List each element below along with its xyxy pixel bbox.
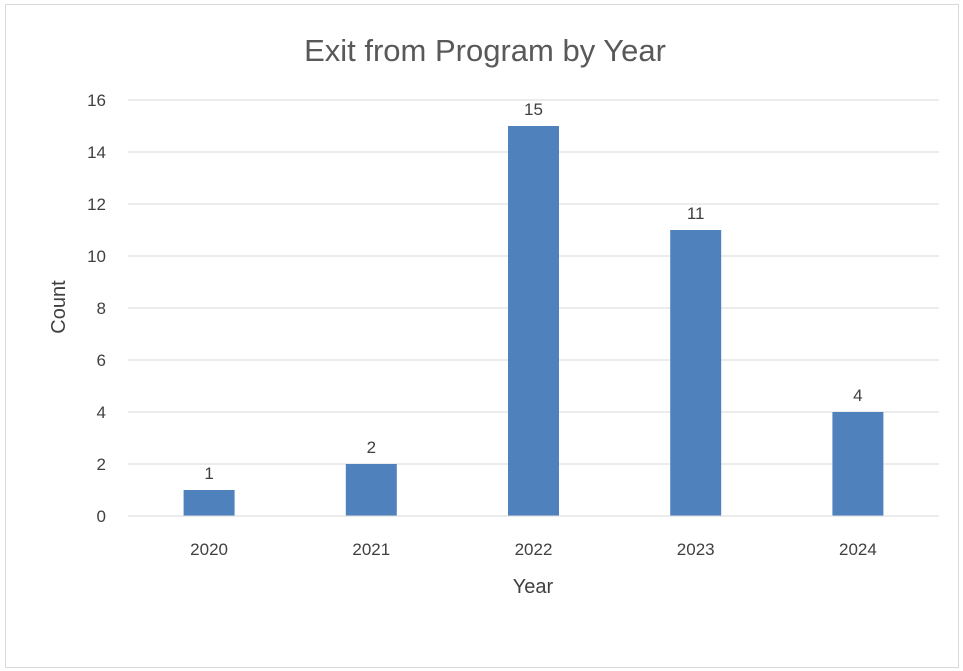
y-tick-label: 4 [97, 403, 106, 422]
chart-frame [5, 4, 959, 668]
x-axis-title: Year [513, 576, 554, 598]
bars [183, 126, 884, 516]
bar-2023 [670, 230, 722, 516]
y-tick-label: 12 [87, 195, 106, 214]
y-tick-label: 14 [87, 143, 106, 162]
data-label-2024: 4 [853, 386, 862, 405]
data-label-2022: 15 [524, 100, 543, 119]
bar-2024 [832, 412, 884, 516]
bar-2021 [345, 464, 397, 516]
data-labels: 1 2 15 11 4 [204, 100, 862, 483]
y-tick-label: 16 [87, 91, 106, 110]
y-tick-label: 0 [97, 507, 106, 526]
y-axis-tick-labels: 0 2 4 6 8 10 12 14 16 [87, 91, 106, 526]
data-label-2021: 2 [367, 438, 376, 457]
x-axis-tick-labels: 2020 2021 2022 2023 2024 [190, 540, 877, 559]
y-axis-title: Count [48, 280, 70, 334]
x-tick-label: 2021 [352, 540, 390, 559]
chart-title: Exit from Program by Year [304, 33, 666, 68]
bar-2022 [508, 126, 559, 516]
data-label-2020: 1 [204, 464, 213, 483]
x-tick-label: 2023 [677, 540, 715, 559]
data-label-2023: 11 [687, 204, 705, 223]
y-tick-label: 10 [87, 247, 106, 266]
x-tick-label: 2022 [515, 540, 553, 559]
y-tick-label: 6 [97, 351, 106, 370]
bar-2020 [183, 490, 235, 516]
y-tick-label: 8 [97, 299, 106, 318]
x-tick-label: 2020 [190, 540, 228, 559]
x-tick-label: 2024 [839, 540, 877, 559]
y-tick-label: 2 [97, 455, 106, 474]
